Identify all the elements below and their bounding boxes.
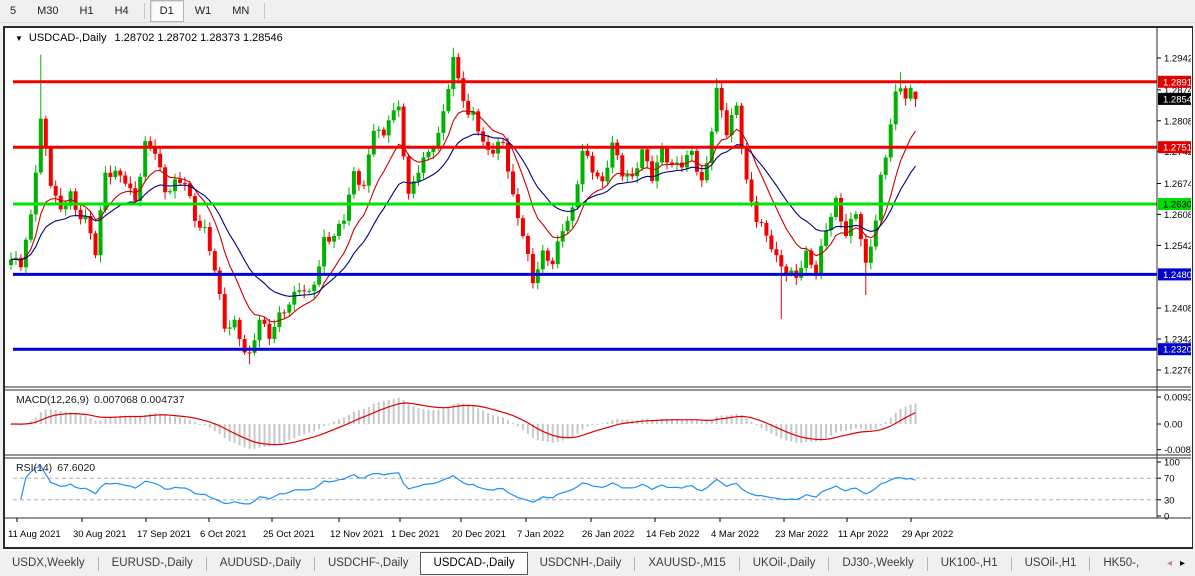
timeframe-button-5[interactable]: 5 — [10, 5, 17, 17]
chart-title: ▼ USDCAD-,Daily 1.28702 1.28702 1.28373 1.… — [15, 32, 283, 44]
svg-text:1.28080: 1.28080 — [1164, 116, 1191, 127]
tab-scroll-left-icon[interactable]: ◂ — [1166, 558, 1172, 569]
macd-signal-line — [11, 402, 916, 446]
svg-text:100: 100 — [1164, 458, 1180, 469]
tab-separator — [926, 556, 928, 571]
svg-text:1.23420: 1.23420 — [1164, 335, 1191, 346]
timeframe-button-h4[interactable]: H4 — [114, 5, 129, 17]
svg-text:4 Mar 2022: 4 Mar 2022 — [711, 529, 759, 540]
svg-text:17 Sep 2021: 17 Sep 2021 — [137, 529, 191, 540]
toolbar-separator — [264, 3, 266, 19]
svg-text:-0.008902: -0.008902 — [1164, 445, 1191, 456]
svg-text:1.24080: 1.24080 — [1164, 304, 1191, 315]
svg-text:1.28546: 1.28546 — [1163, 94, 1191, 105]
chart-window: ▼ USDCAD-,Daily 1.28702 1.28702 1.28373 1.… — [3, 26, 1193, 549]
symbol-tab-dj30-weekly[interactable]: DJ30-,Weekly — [842, 557, 914, 569]
symbol-tab-usdcad-daily[interactable]: USDCAD-,Daily — [420, 552, 528, 575]
symbol-tab-usdcnh-daily[interactable]: USDCNH-,Daily — [539, 557, 622, 569]
macd-indicator-label: MACD(12,26,9) 0.007068 0.004737 — [16, 394, 189, 406]
chart-title-ohlc: 1.28702 1.28702 1.28373 1.28546 — [114, 32, 283, 44]
svg-text:1.26740: 1.26740 — [1164, 179, 1191, 190]
svg-text:23 Mar 2022: 23 Mar 2022 — [775, 529, 828, 540]
slow-ma-line — [10, 133, 916, 297]
rsi-line — [20, 465, 916, 505]
symbol-tab-uk100-h1[interactable]: UK100-,H1 — [940, 557, 998, 569]
tab-separator — [1089, 556, 1091, 571]
date-axis[interactable]: 11 Aug 2021 30 Aug 2021 17 Sep 2021 6 Oct 2… — [8, 518, 953, 540]
svg-text:30: 30 — [1164, 495, 1175, 506]
symbol-tab-audusd-daily[interactable]: AUDUSD-,Daily — [219, 557, 301, 569]
macd-histogram — [10, 397, 917, 449]
symbol-tab-eurusd-daily[interactable]: EURUSD-,Daily — [111, 557, 193, 569]
timeframe-button-m30[interactable]: M30 — [37, 5, 59, 17]
tab-scroll-right-icon[interactable]: ▸ — [1179, 558, 1185, 569]
svg-text:0.009345: 0.009345 — [1164, 393, 1191, 404]
panel-separators[interactable] — [5, 28, 1191, 519]
tab-separator — [634, 556, 636, 571]
timeframe-button-w1[interactable]: W1 — [194, 5, 212, 17]
svg-text:1.26303: 1.26303 — [1163, 200, 1191, 211]
rsi-indicator-label: RSI(14) 67.6020 — [16, 462, 100, 474]
symbol-tab-ukoil-daily[interactable]: UKOil-,Daily — [752, 557, 816, 569]
svg-text:20 Dec 2021: 20 Dec 2021 — [452, 529, 506, 540]
horizontal-lines-layer — [13, 80, 1157, 351]
svg-text:1.22760: 1.22760 — [1164, 366, 1191, 377]
price-axis[interactable]: 1.294201.287401.280801.274201.267401.260… — [1157, 54, 1191, 377]
tab-separator — [97, 556, 99, 571]
tab-scroll-arrows: ◂ ▸ — [1157, 558, 1195, 569]
fast-ma-line — [10, 110, 916, 323]
svg-text:1.29420: 1.29420 — [1164, 54, 1191, 65]
symbol-tab-usdchf-daily[interactable]: USDCHF-,Daily — [327, 557, 409, 569]
symbol-dropdown-icon[interactable]: ▼ — [15, 34, 23, 43]
symbol-tab-usdx-weekly[interactable]: USDX,Weekly — [12, 557, 85, 569]
timeframe-button-h1[interactable]: H1 — [79, 5, 94, 17]
svg-text:26 Jan 2022: 26 Jan 2022 — [582, 529, 634, 540]
chart-canvas[interactable]: 1.294201.287401.280801.274201.267401.260… — [5, 28, 1191, 547]
timeframe-toolbar: 5 M30 H1 H4 D1 W1 MN — [0, 0, 1195, 23]
rsi-name: RSI(14) — [16, 462, 53, 474]
tab-separator — [738, 556, 740, 571]
svg-text:14 Feb 2022: 14 Feb 2022 — [646, 529, 699, 540]
svg-text:1.23203: 1.23203 — [1163, 345, 1191, 356]
svg-text:29 Apr 2022: 29 Apr 2022 — [902, 529, 953, 540]
svg-text:1.25420: 1.25420 — [1164, 241, 1191, 252]
svg-text:25 Oct 2021: 25 Oct 2021 — [263, 529, 315, 540]
macd-values: 0.007068 0.004737 — [93, 394, 185, 406]
svg-text:30 Aug 2021: 30 Aug 2021 — [73, 529, 126, 540]
svg-text:1.26080: 1.26080 — [1164, 210, 1191, 221]
macd-axis: 0.009345 0.00 -0.008902 — [1157, 393, 1191, 456]
svg-text:12 Nov 2021: 12 Nov 2021 — [330, 529, 384, 540]
macd-name: MACD(12,26,9) — [16, 394, 89, 406]
svg-text:11 Aug 2021: 11 Aug 2021 — [8, 529, 61, 540]
svg-text:1.28912: 1.28912 — [1163, 77, 1191, 88]
svg-text:11 Apr 2022: 11 Apr 2022 — [838, 529, 889, 540]
rsi-value: 67.6020 — [57, 462, 96, 474]
svg-text:1.28740: 1.28740 — [1164, 85, 1191, 96]
candles-layer — [9, 47, 918, 365]
svg-text:1.27515: 1.27515 — [1163, 143, 1191, 154]
rsi-axis: 100 70 30 0 — [1157, 458, 1180, 523]
svg-text:0.00: 0.00 — [1164, 420, 1183, 431]
svg-text:70: 70 — [1164, 474, 1175, 485]
svg-text:6 Oct 2021: 6 Oct 2021 — [200, 529, 246, 540]
svg-text:0: 0 — [1164, 512, 1169, 523]
tab-separator — [205, 556, 207, 571]
tab-separator — [313, 556, 315, 571]
symbol-tab-usoil-h1[interactable]: USOil-,H1 — [1024, 557, 1077, 569]
symbol-tab-hk50[interactable]: HK50-, — [1103, 557, 1140, 569]
tab-separator — [828, 556, 830, 571]
symbol-tab-bar: USDX,Weekly EURUSD-,Daily AUDUSD-,Daily USD… — [0, 550, 1195, 576]
toolbar-separator — [143, 3, 145, 19]
chart-title-symbol: USDCAD-,Daily — [28, 32, 107, 44]
svg-text:1 Dec 2021: 1 Dec 2021 — [391, 529, 440, 540]
tab-separator — [1010, 556, 1012, 571]
svg-text:1.24800: 1.24800 — [1163, 270, 1191, 281]
svg-text:7 Jan 2022: 7 Jan 2022 — [517, 529, 564, 540]
timeframe-button-d1[interactable]: D1 — [149, 0, 184, 22]
timeframe-button-mn[interactable]: MN — [232, 5, 250, 17]
symbol-tab-xauusd-m15[interactable]: XAUUSD-,M15 — [648, 557, 726, 569]
